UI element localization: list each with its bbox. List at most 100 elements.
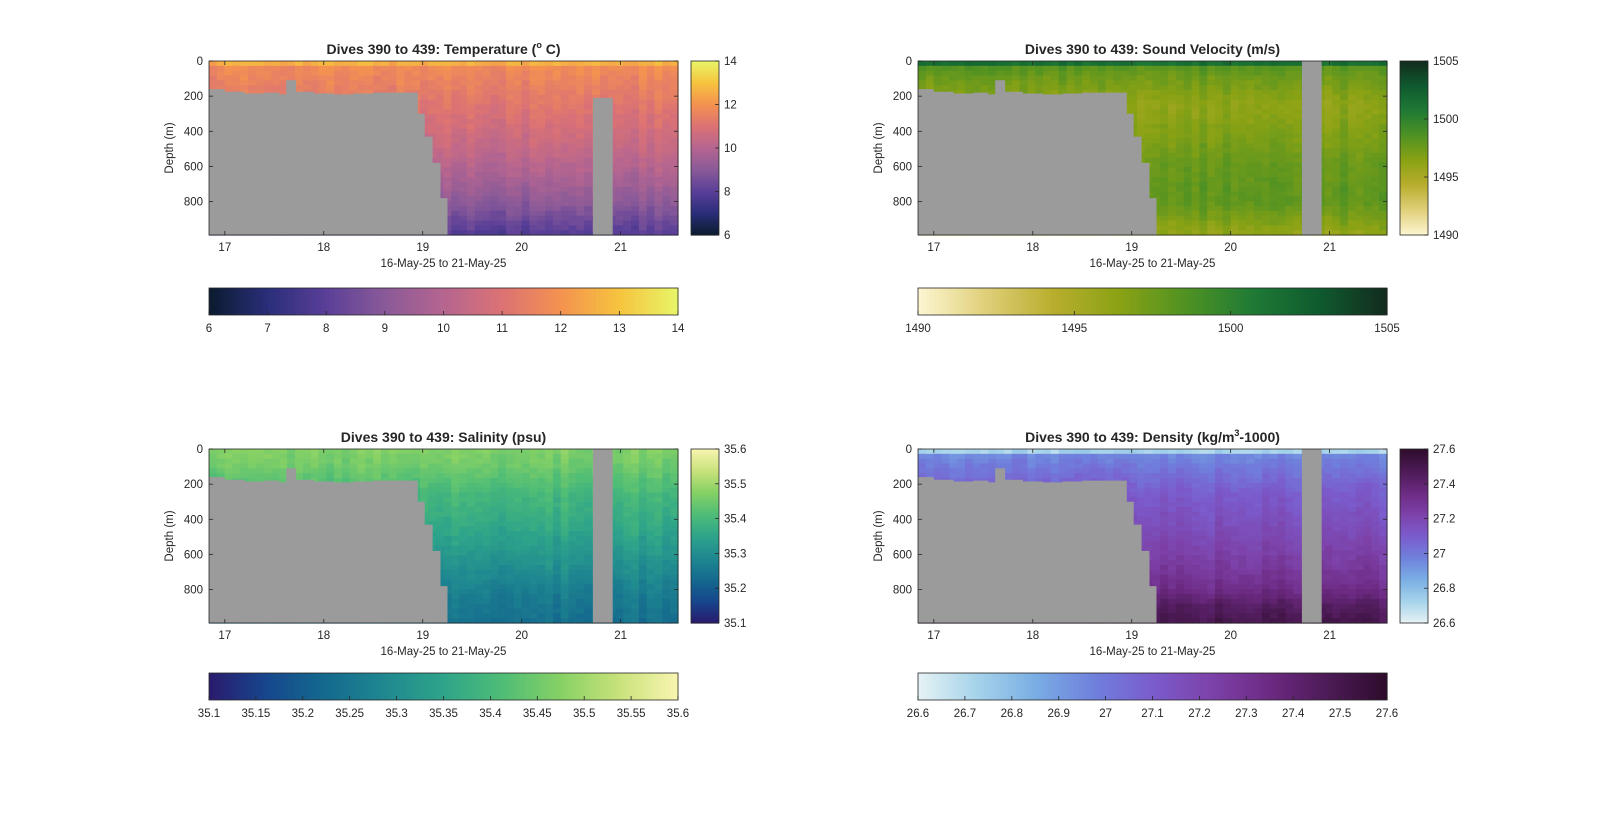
heatmap-cell [1168, 138, 1177, 144]
heatmap-cell [1340, 114, 1349, 120]
heatmap-cell [1191, 123, 1200, 130]
heatmap-cell [232, 449, 241, 455]
heatmap-cell [1363, 186, 1372, 193]
heatmap-cell [615, 177, 624, 183]
heatmap-cell [552, 157, 562, 164]
heatmap-cell [576, 128, 585, 135]
colorbar-swatch [599, 288, 605, 315]
heatmap-cell [1144, 128, 1154, 135]
heatmap-cell [1363, 109, 1372, 115]
heatmap-cell [506, 172, 515, 178]
heatmap-cell [521, 148, 531, 154]
heatmap-cell [240, 80, 249, 86]
colorbar-swatch [1117, 288, 1122, 315]
heatmap-cell [443, 133, 452, 139]
heatmap-cell [318, 65, 327, 72]
heatmap-cell [1050, 65, 1060, 72]
heatmap-cell [498, 196, 507, 202]
colorbar-swatch [1172, 288, 1177, 315]
heatmap-cell [1215, 148, 1224, 154]
heatmap-cell [545, 210, 554, 217]
heatmap-cell [498, 138, 507, 144]
colorbar-swatch [459, 288, 464, 315]
heatmap-cell [576, 123, 585, 130]
heatmap-cell [1285, 114, 1294, 120]
colorbar-swatch [1160, 288, 1165, 315]
heatmap-cell [1183, 152, 1193, 159]
heatmap-cell [506, 230, 515, 236]
heatmap-cell [670, 191, 679, 197]
colorbar-swatch [691, 202, 719, 206]
heatmap-cell [443, 181, 452, 188]
heatmap-cell [1183, 196, 1193, 202]
heatmap-cell [568, 230, 577, 236]
heatmap-cell [443, 85, 452, 91]
heatmap-cell [1293, 172, 1302, 178]
heatmap-cell [1050, 85, 1060, 91]
heatmap-cell [1285, 167, 1294, 173]
colorbar-swatch [666, 288, 671, 315]
heatmap-cell [662, 191, 671, 197]
heatmap-cell [224, 85, 234, 91]
heatmap-cell [209, 468, 218, 474]
bathymetry-mask [918, 80, 1157, 235]
heatmap-cell [357, 70, 366, 77]
colorbar-swatch [1400, 154, 1428, 158]
heatmap-cell [1207, 61, 1216, 67]
heatmap-cell [1293, 61, 1302, 67]
colorbar-swatch [691, 130, 719, 134]
heatmap-cell [1160, 177, 1169, 183]
heatmap-cell [1254, 123, 1263, 130]
colorbar-swatch [1000, 288, 1005, 315]
heatmap-cell [451, 85, 460, 91]
heatmap-cell [1191, 65, 1200, 72]
heatmap-cell [1144, 80, 1154, 86]
heatmap-cell [568, 138, 577, 144]
heatmap-cell [396, 65, 406, 72]
heatmap-cell [1230, 210, 1240, 217]
colorbar-swatch [509, 288, 515, 315]
heatmap-cell [466, 148, 476, 154]
heatmap-cell [1160, 119, 1169, 125]
heatmap-cell [1168, 162, 1177, 168]
heatmap-cell [310, 80, 320, 86]
colorbar-swatch [1082, 288, 1087, 315]
heatmap-cell [1175, 94, 1185, 101]
heatmap-cell [443, 75, 452, 81]
heatmap-cell [1324, 152, 1333, 159]
heatmap-cell [529, 94, 538, 101]
heatmap-cell [576, 90, 585, 96]
heatmap-cell [263, 65, 273, 72]
colorbar-swatch [263, 288, 269, 315]
heatmap-cell [474, 138, 484, 144]
heatmap-cell [513, 230, 523, 236]
heatmap-cell [1082, 80, 1091, 86]
heatmap-cell [513, 75, 523, 81]
colorbar-swatch [1400, 189, 1428, 193]
heatmap-cell [240, 70, 249, 77]
heatmap-cell [646, 210, 656, 217]
heatmap-cell [654, 206, 663, 212]
heatmap-cell [1293, 167, 1302, 173]
heatmap-cell [1183, 133, 1193, 139]
colorbar-swatch [1400, 139, 1428, 143]
heatmap-cell [1129, 75, 1138, 81]
heatmap-cell [1238, 128, 1247, 135]
heatmap-cell [1379, 65, 1388, 72]
heatmap-cell [482, 230, 491, 236]
heatmap-cell [1332, 152, 1341, 159]
heatmap-cell [638, 162, 648, 168]
heatmap-cell [1293, 143, 1302, 149]
heatmap-cell [1175, 201, 1185, 207]
colorbar-swatch [957, 288, 962, 315]
heatmap-cell [224, 70, 234, 77]
heatmap-cell [474, 172, 484, 178]
heatmap-cell [1183, 210, 1193, 217]
heatmap-cell [662, 99, 671, 106]
heatmap-cell [925, 65, 935, 72]
heatmap-cell [654, 143, 663, 149]
heatmap-cell [1363, 157, 1372, 164]
heatmap-cell [427, 114, 437, 120]
heatmap-cell [537, 65, 546, 72]
heatmap-cell [1168, 206, 1177, 212]
